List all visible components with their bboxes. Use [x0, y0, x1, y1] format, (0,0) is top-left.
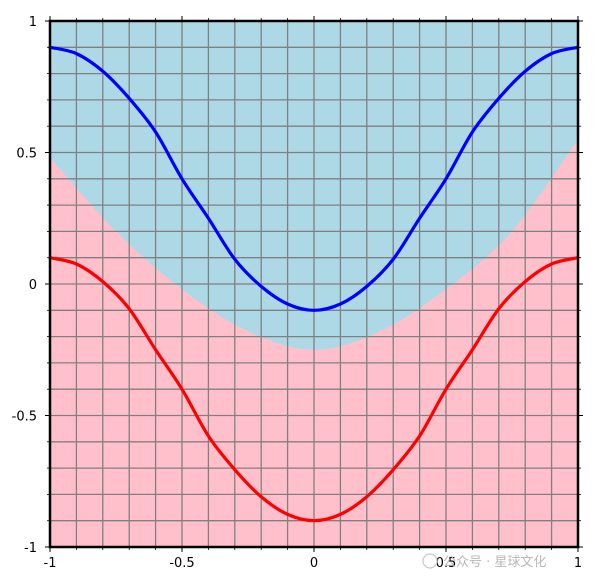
watermark-logo-icon: [422, 553, 438, 569]
y-tick-label: 1: [29, 15, 37, 30]
series-layer: [48, 45, 580, 523]
x-tick-label: -1: [44, 556, 57, 571]
grid-layer: [50, 21, 578, 547]
y-tick-label: 0.5: [16, 147, 37, 162]
watermark: 公众号 · 星球文化: [422, 553, 546, 570]
watermark-text: 公众号 · 星球文化: [443, 555, 546, 570]
tick-labels-layer: -1 -0.5 0 0.5 1 1 0.5 0 -0.5 -1: [12, 15, 583, 571]
series-line-1: [48, 45, 580, 312]
series-line-2: [48, 256, 580, 523]
x-tick-label: -0.5: [169, 556, 194, 571]
x-tick-label: 0: [310, 556, 318, 571]
ticks-layer: [45, 16, 583, 552]
x-tick-label: 0.5: [436, 556, 457, 571]
y-tick-label: -0.5: [12, 410, 37, 425]
y-tick-label: -1: [24, 541, 37, 556]
y-tick-label: 0: [29, 278, 37, 293]
x-tick-label: 1: [574, 556, 582, 571]
